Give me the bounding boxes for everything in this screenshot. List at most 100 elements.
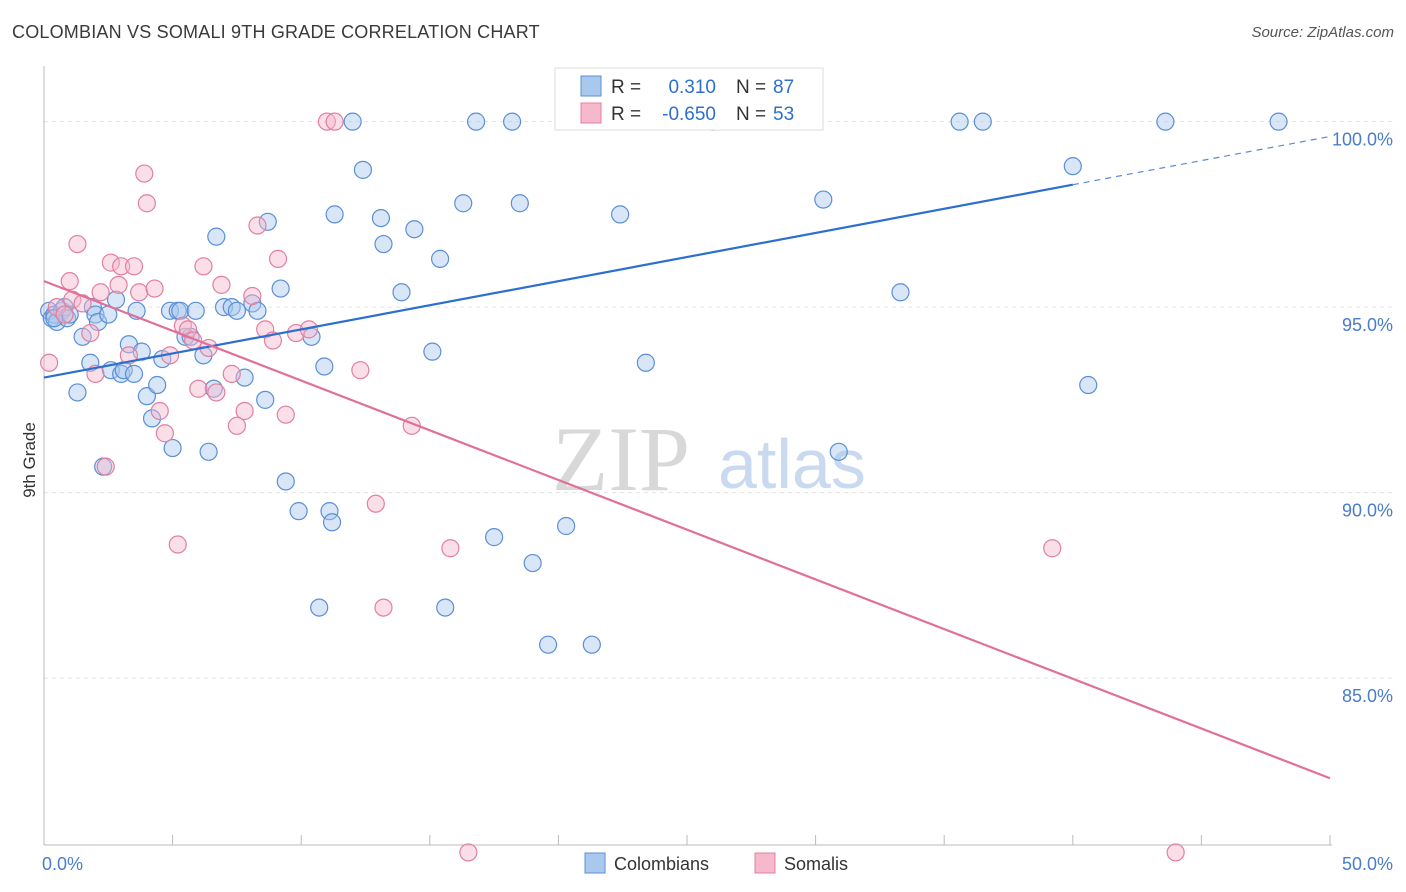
- y-tick-labels: 100.0% 95.0% 90.0% 85.0%: [1332, 130, 1393, 706]
- colombians-point: [557, 516, 576, 536]
- colombians-point: [829, 442, 848, 461]
- colombians-point: [1156, 112, 1175, 131]
- y-tick-label: 100.0%: [1332, 130, 1393, 150]
- trend-lines: [43, 135, 1331, 780]
- somalis-point: [81, 323, 100, 343]
- somalis-point: [189, 379, 208, 398]
- colombians-point: [1063, 157, 1082, 176]
- chart-title: COLOMBIAN VS SOMALI 9TH GRADE CORRELATIO…: [12, 22, 540, 42]
- colombians-point: [68, 383, 87, 402]
- colombians-point: [137, 387, 156, 406]
- colombians-point: [256, 390, 275, 409]
- x-tick-labels: 0.0% 50.0%: [42, 854, 1393, 874]
- somalis-point: [366, 494, 385, 513]
- legend-n-value-1: 87: [773, 77, 794, 98]
- somalis-point: [222, 364, 241, 383]
- x-tick-label: 50.0%: [1342, 854, 1393, 874]
- y-tick-label: 85.0%: [1342, 686, 1393, 706]
- somalis-point: [168, 535, 187, 554]
- colombians-point: [1079, 375, 1098, 395]
- colombians-point: [523, 553, 542, 573]
- somalis-point: [96, 457, 115, 476]
- colombians-point: [1269, 112, 1288, 131]
- colombians-points: [40, 112, 1288, 654]
- series-legend-swatch-somalis: [754, 852, 776, 874]
- colombians-point: [186, 301, 205, 320]
- somalis-points: [40, 112, 1185, 862]
- colombians-point: [171, 301, 190, 320]
- somalis-point: [68, 234, 87, 254]
- colombians-point: [950, 112, 969, 131]
- colombians-point: [163, 438, 182, 458]
- somalis-point: [441, 539, 460, 558]
- colombians-point: [322, 513, 342, 532]
- somalis-point: [227, 416, 246, 435]
- somalis-point: [112, 257, 131, 276]
- legend-r-value-2: -0.650: [662, 104, 716, 125]
- somalis-point: [145, 279, 164, 298]
- colombians-point: [430, 249, 450, 268]
- grid-lines: [44, 121, 1392, 679]
- colombians-point: [207, 227, 226, 246]
- somalis-point: [212, 275, 231, 294]
- series-legend-colombians: Colombians: [614, 854, 709, 874]
- somalis-point: [235, 401, 254, 421]
- somalis-point: [130, 283, 149, 302]
- colombians-point: [582, 635, 601, 654]
- series-legend: Colombians Somalis: [584, 852, 848, 874]
- colombians-point: [325, 205, 344, 224]
- legend-swatch-colombians: [580, 75, 602, 97]
- legend-n-label-1: N =: [736, 77, 766, 98]
- colombians-point: [276, 472, 295, 491]
- colombians-point: [374, 234, 393, 254]
- colombians-trend-extension: [1072, 135, 1331, 186]
- somalis-point: [47, 298, 66, 317]
- somalis-point: [55, 305, 74, 324]
- somalis-point: [325, 112, 344, 131]
- colombians-point: [371, 208, 391, 228]
- somalis-point: [268, 249, 288, 268]
- colombians-point: [320, 502, 339, 521]
- y-tick-label: 95.0%: [1342, 315, 1393, 335]
- stats-legend: R = 0.310 N = 87 R = -0.650 N = 53: [554, 67, 824, 131]
- legend-r-label-2: R =: [611, 104, 641, 125]
- somalis-point: [1166, 843, 1185, 862]
- legend-n-label-2: N =: [736, 104, 766, 125]
- colombians-point: [289, 502, 308, 521]
- colombians-point: [891, 283, 910, 302]
- somalis-point: [150, 401, 169, 421]
- colombians-point: [271, 279, 290, 298]
- x-ticks: [43, 835, 1331, 845]
- somalis-point: [194, 257, 213, 276]
- colombians-point: [485, 528, 504, 547]
- colombians-trend-line: [43, 183, 1074, 379]
- y-axis-title: 9th Grade: [20, 422, 39, 498]
- colombians-point: [227, 301, 246, 320]
- colombians-point: [353, 160, 373, 179]
- somalis-point: [351, 361, 370, 380]
- colombians-point: [343, 112, 362, 131]
- colombians-point: [199, 442, 218, 461]
- colombians-point: [510, 194, 529, 213]
- somalis-point: [243, 286, 262, 306]
- colombians-point: [315, 357, 334, 376]
- colombians-point: [466, 112, 486, 131]
- colombians-point: [611, 205, 630, 224]
- somalis-point: [60, 272, 79, 291]
- colombians-point: [86, 305, 105, 324]
- colombians-point: [814, 190, 833, 209]
- watermark-zip: ZIP: [552, 408, 690, 510]
- legend-r-value-1: 0.310: [668, 77, 716, 98]
- axes: [43, 66, 1332, 846]
- colombians-point: [124, 364, 144, 383]
- colombians-point: [539, 635, 558, 654]
- series-legend-somalis: Somalis: [784, 854, 848, 874]
- somalis-point: [137, 194, 156, 213]
- somalis-point: [276, 405, 295, 424]
- somalis-point: [124, 257, 144, 276]
- somalis-point: [40, 353, 59, 372]
- legend-n-value-2: 53: [773, 104, 794, 125]
- somalis-point: [374, 598, 393, 617]
- colombians-point: [45, 309, 64, 328]
- somalis-point: [459, 843, 478, 862]
